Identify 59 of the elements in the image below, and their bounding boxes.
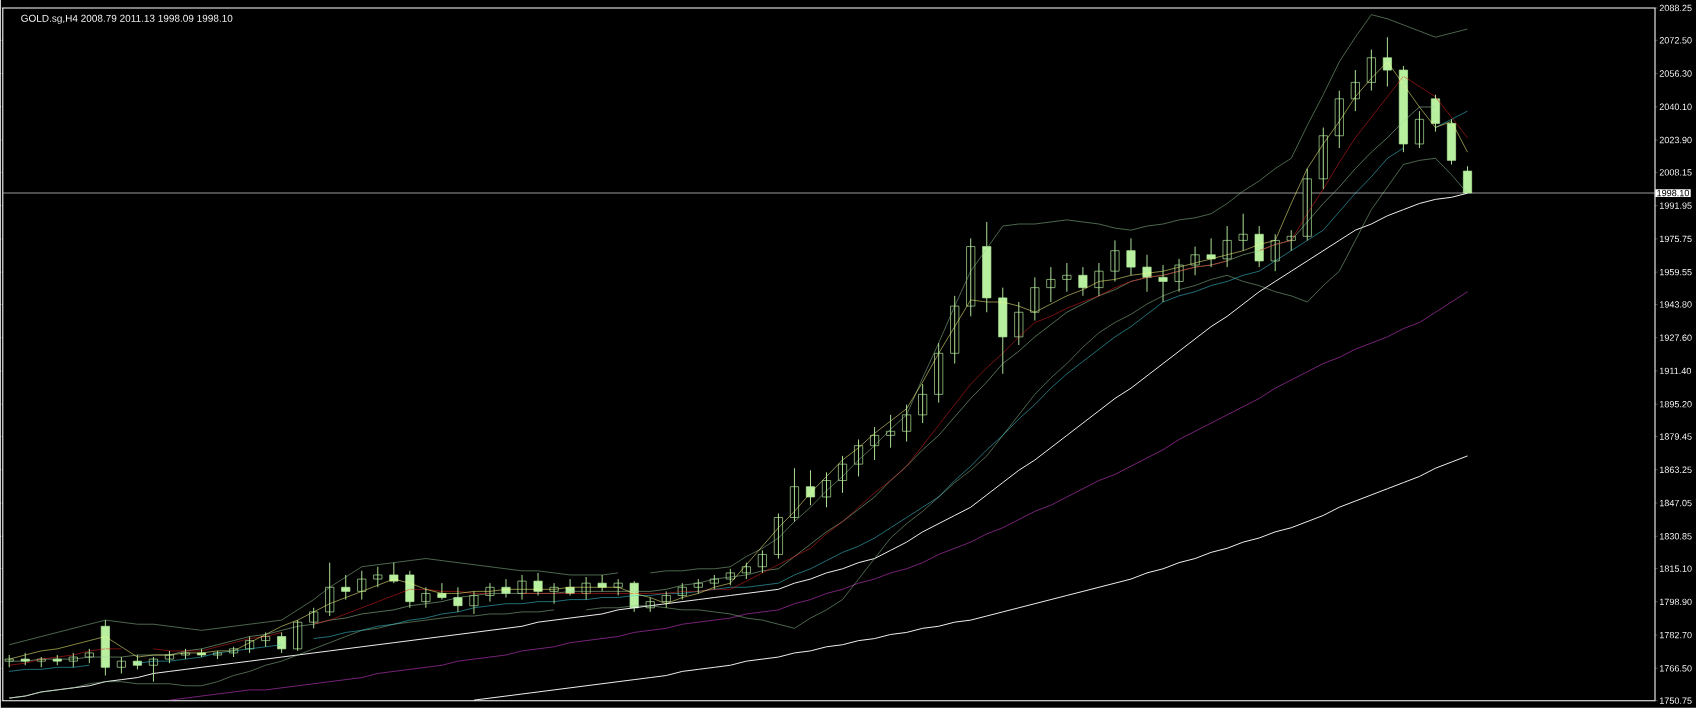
candlestick [20, 652, 30, 666]
candlestick [309, 607, 319, 629]
y-tick-label: 1911.40 [1659, 367, 1691, 374]
y-tick-label: 1991.95 [1659, 202, 1692, 209]
y-tick-label: 1927.60 [1659, 334, 1692, 341]
candlestick [1062, 262, 1072, 292]
candlestick [998, 286, 1008, 375]
y-tick-label: 2056.30 [1659, 70, 1692, 77]
y-tick-label: 1975.75 [1659, 235, 1692, 242]
y-tick-label: 1895.20 [1659, 400, 1692, 408]
candlestick [902, 403, 912, 442]
y-tick-label: 1782.70 [1659, 631, 1692, 639]
candlestick [341, 574, 351, 600]
candlestick [982, 221, 992, 313]
y-tick-label: 1830.85 [1659, 532, 1692, 540]
candlestick [1318, 126, 1328, 190]
candlestick [1414, 110, 1424, 149]
candlestick [325, 561, 335, 617]
candlestick [405, 570, 415, 609]
candlestick [421, 586, 431, 609]
candlestick [357, 570, 367, 600]
candlestick [1334, 89, 1344, 149]
candlestick [116, 656, 126, 674]
y-tick-label: 1815.10 [1659, 565, 1692, 572]
y-tick-label: 1863.25 [1659, 466, 1692, 473]
candlestick [1206, 237, 1216, 268]
candlestick [1126, 237, 1136, 276]
candlestick [1014, 301, 1024, 346]
candlestick [966, 237, 976, 317]
candlestick [693, 578, 703, 594]
candlestick [757, 549, 767, 574]
y-tick-label: 1798.90 [1659, 598, 1692, 605]
y-tick-label: 1766.50 [1659, 664, 1692, 672]
candlestick [1238, 213, 1248, 251]
candlestick [741, 561, 751, 580]
y-tick-label: 1943.80 [1659, 301, 1692, 308]
candlestick [373, 566, 383, 588]
candlestick [1254, 225, 1264, 268]
y-tick-label: 2040.10 [1659, 103, 1692, 110]
ref-line-label: 1998.10 [1657, 189, 1689, 196]
y-tick-label: 2088.25 [1659, 4, 1692, 11]
y-tick-label: 1750.75 [1659, 697, 1692, 704]
candlestick [661, 590, 671, 609]
y-tick-label: 2072.50 [1659, 36, 1692, 44]
candlestick [1046, 266, 1056, 303]
y-tick-label: 1959.55 [1659, 268, 1692, 276]
text: GOLD.sg,H4 2008.79 2011.13 1998.09 1998.10 [21, 14, 233, 24]
candlestick [1158, 264, 1168, 303]
candlestick [1302, 167, 1312, 241]
y-tick-label: 2008.15 [1659, 168, 1692, 176]
candlestick [1110, 239, 1120, 282]
candlestick [1030, 276, 1040, 321]
candlestick [4, 654, 14, 668]
y-tick-label: 1847.05 [1659, 499, 1692, 506]
y-tick-label: 2023.90 [1659, 136, 1692, 144]
candlestick [950, 295, 960, 364]
candlestick [533, 572, 543, 596]
y-tick-label: 1879.45 [1659, 433, 1692, 440]
candlestick [918, 383, 928, 424]
